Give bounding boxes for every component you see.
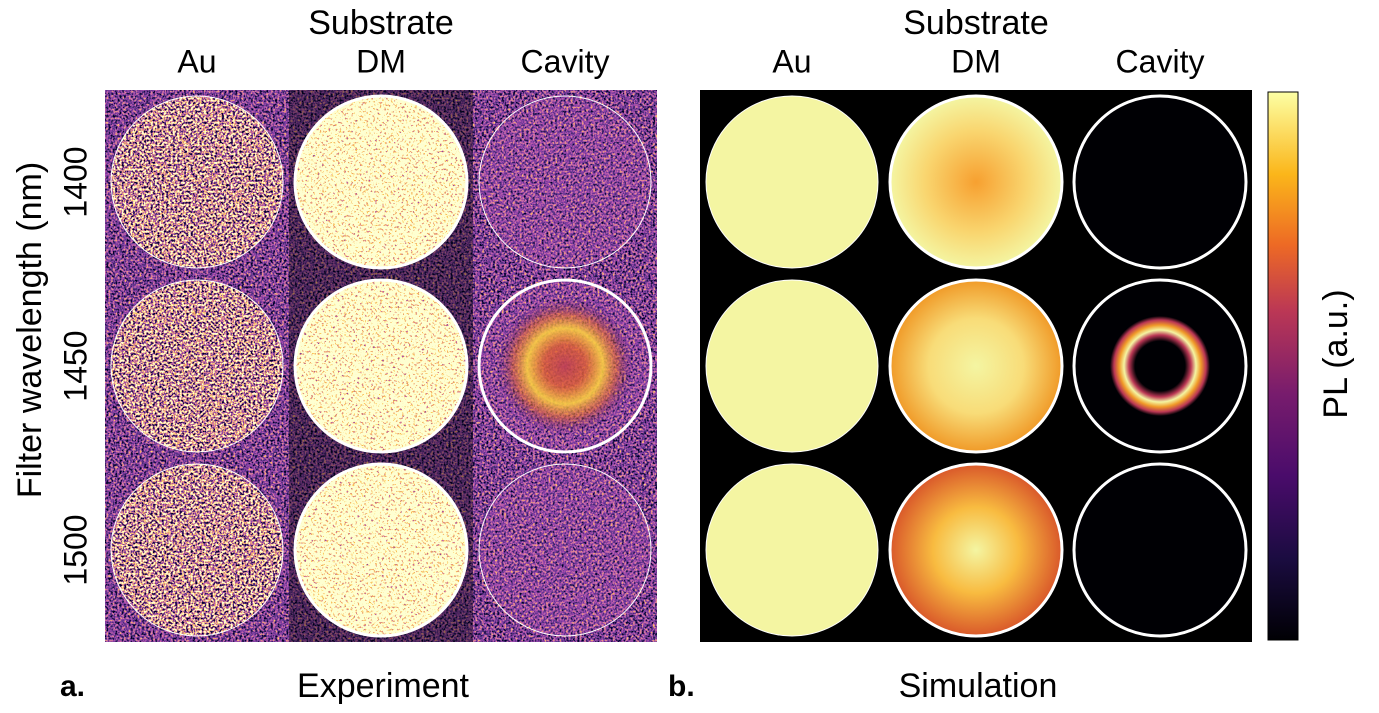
column-group-header: Substrate xyxy=(308,4,454,42)
pl-map xyxy=(1072,462,1248,638)
column-label: Cavity xyxy=(1116,43,1205,79)
sample xyxy=(111,96,283,268)
sample xyxy=(479,96,651,268)
column-label: DM xyxy=(951,43,1001,79)
pl-map xyxy=(705,463,879,637)
panel-label: a. xyxy=(60,670,85,703)
sample xyxy=(890,96,1062,268)
sample-edge xyxy=(477,278,653,454)
pl-map xyxy=(473,274,657,458)
sample xyxy=(111,464,283,636)
pl-map xyxy=(705,95,879,269)
sample xyxy=(706,96,878,268)
column-label: DM xyxy=(356,43,406,79)
column-label: Cavity xyxy=(521,43,610,79)
colorbar xyxy=(1267,91,1299,641)
sample xyxy=(1074,464,1246,636)
sample xyxy=(479,464,651,636)
sample xyxy=(111,280,283,452)
pl-map xyxy=(289,274,473,458)
sample xyxy=(295,280,467,452)
panel-label: b. xyxy=(668,670,695,703)
column-label: Au xyxy=(772,43,811,79)
sample xyxy=(706,464,878,636)
sample-edge xyxy=(478,95,652,269)
sample-edge xyxy=(1072,278,1248,454)
sample xyxy=(890,464,1062,636)
column-group-header: Substrate xyxy=(903,4,1049,42)
pl-map xyxy=(888,94,1064,270)
pl-map xyxy=(888,462,1064,638)
pl-map xyxy=(888,278,1064,454)
sample-edge xyxy=(110,463,284,637)
sample-edge xyxy=(888,278,1064,454)
pl-map xyxy=(1072,94,1248,270)
sample-edge xyxy=(110,279,284,453)
pl-map xyxy=(473,458,657,642)
colorbar-label: PL (a.u.) xyxy=(1317,289,1355,418)
sample xyxy=(890,280,1062,452)
sample xyxy=(295,464,467,636)
sample-edge xyxy=(705,95,879,269)
ring-emission xyxy=(496,297,634,435)
sample xyxy=(295,96,467,268)
sample xyxy=(1074,96,1246,268)
row-label: 1400 xyxy=(57,146,93,217)
pl-map xyxy=(289,90,473,274)
pl-map xyxy=(705,279,879,453)
sample-edge xyxy=(293,94,469,270)
ring-emission xyxy=(1110,316,1210,416)
sample-edge xyxy=(888,462,1064,638)
sample-edge xyxy=(1072,462,1248,638)
sample-edge xyxy=(110,95,284,269)
column-label: Au xyxy=(177,43,216,79)
sample xyxy=(706,280,878,452)
sample-edge xyxy=(888,94,1064,270)
sample-edge xyxy=(293,278,469,454)
panel-title: Simulation xyxy=(899,667,1058,705)
sample-edge xyxy=(293,462,469,638)
pl-map xyxy=(1072,278,1248,454)
sample-edge xyxy=(478,463,652,637)
pl-map xyxy=(105,458,289,642)
y-axis-title: Filter wavelength (nm) xyxy=(11,162,49,498)
sample-edge xyxy=(705,279,879,453)
row-label: 1450 xyxy=(57,330,93,401)
sample-edge xyxy=(705,463,879,637)
pl-map xyxy=(289,458,473,642)
panel-title: Experiment xyxy=(297,667,470,705)
pl-map xyxy=(105,90,289,274)
row-label: 1500 xyxy=(57,514,93,585)
pl-map xyxy=(473,90,657,274)
sample-edge xyxy=(1072,94,1248,270)
pl-map xyxy=(105,274,289,458)
